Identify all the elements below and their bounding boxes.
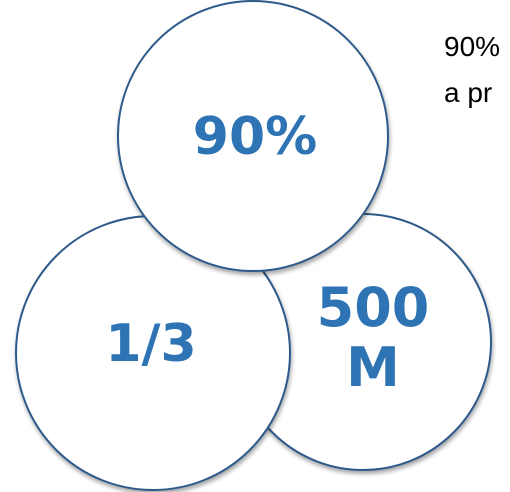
circle-right-label: 500 M [243, 276, 503, 400]
circle-top-label: 90% [125, 108, 385, 166]
circle-top [117, 0, 389, 272]
circle-right-value-line1: 500 [316, 276, 430, 339]
side-description-line2: a pr [444, 77, 493, 108]
side-description-line1: 90% [444, 31, 501, 62]
circle-left-label: 1/3 [21, 315, 281, 373]
circle-top-value: 90% [192, 107, 318, 167]
circle-left-value: 1/3 [105, 314, 197, 374]
side-description: 90% a pr [444, 24, 510, 116]
circle-right-value-line2: M [346, 336, 400, 400]
